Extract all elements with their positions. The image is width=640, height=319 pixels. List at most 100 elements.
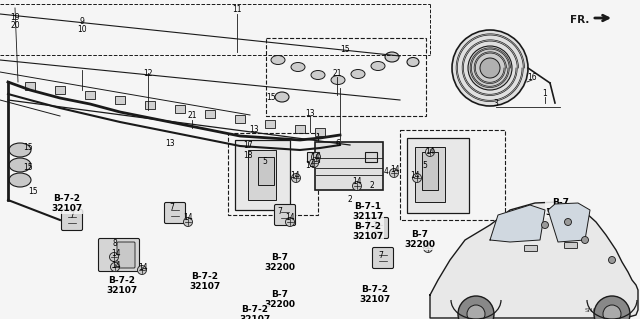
Text: 7: 7 (278, 207, 282, 217)
Text: 6: 6 (335, 138, 340, 147)
Text: 12: 12 (143, 69, 153, 78)
FancyBboxPatch shape (525, 246, 538, 251)
FancyBboxPatch shape (248, 150, 276, 200)
Ellipse shape (9, 143, 31, 157)
Text: 16: 16 (527, 72, 537, 81)
Text: B-7-2
32107: B-7-2 32107 (51, 194, 83, 213)
Ellipse shape (271, 56, 285, 64)
Text: 7: 7 (170, 204, 175, 212)
Circle shape (467, 305, 485, 319)
FancyBboxPatch shape (415, 147, 445, 202)
FancyBboxPatch shape (235, 140, 290, 210)
Circle shape (138, 265, 147, 275)
Text: B-7
32200: B-7 32200 (264, 290, 296, 309)
Text: 10: 10 (77, 26, 87, 34)
Bar (205, 110, 215, 118)
Text: B-7
32200: B-7 32200 (545, 198, 577, 218)
FancyBboxPatch shape (164, 203, 186, 224)
FancyBboxPatch shape (315, 142, 383, 190)
Text: 13: 13 (305, 108, 315, 117)
Text: B-7-2
32107: B-7-2 32107 (239, 305, 271, 319)
Text: 19: 19 (10, 13, 20, 23)
Ellipse shape (9, 158, 31, 172)
Text: 7: 7 (379, 250, 383, 259)
Circle shape (285, 218, 294, 226)
Bar (235, 115, 245, 123)
FancyBboxPatch shape (117, 242, 135, 268)
Circle shape (609, 256, 616, 263)
Text: B-7-1
32117: B-7-1 32117 (352, 202, 384, 221)
Bar (175, 106, 185, 114)
Ellipse shape (275, 92, 289, 102)
Ellipse shape (385, 52, 399, 62)
Text: 9: 9 (79, 18, 84, 26)
Text: 1: 1 (543, 88, 547, 98)
Text: 21: 21 (188, 112, 196, 121)
Text: 14: 14 (285, 213, 295, 222)
Text: FR.: FR. (570, 15, 589, 25)
Text: B-7-2
32107: B-7-2 32107 (189, 272, 221, 291)
Text: 8: 8 (113, 239, 117, 248)
Circle shape (426, 147, 435, 157)
Circle shape (310, 159, 319, 167)
Circle shape (458, 296, 494, 319)
Ellipse shape (407, 57, 419, 66)
Text: 7: 7 (372, 220, 378, 229)
Circle shape (594, 296, 630, 319)
Circle shape (109, 253, 118, 262)
Text: 15: 15 (28, 188, 38, 197)
Text: 2: 2 (348, 196, 353, 204)
Text: 14: 14 (111, 249, 121, 257)
Text: B-7
32200: B-7 32200 (404, 230, 435, 249)
Bar (265, 120, 275, 128)
Bar (55, 86, 65, 94)
Text: 14: 14 (425, 147, 435, 157)
Text: 15: 15 (266, 93, 276, 102)
Bar (145, 101, 155, 109)
Bar (25, 82, 35, 90)
Text: 14: 14 (420, 241, 430, 249)
Circle shape (564, 219, 572, 226)
Text: 14: 14 (111, 261, 121, 270)
Text: 14: 14 (183, 213, 193, 222)
FancyBboxPatch shape (365, 152, 377, 162)
Text: 15: 15 (23, 144, 33, 152)
FancyBboxPatch shape (99, 239, 140, 271)
Text: B-7
32200: B-7 32200 (264, 253, 296, 272)
Circle shape (603, 305, 621, 319)
FancyBboxPatch shape (258, 157, 274, 185)
Circle shape (480, 58, 500, 78)
Circle shape (582, 236, 589, 243)
Text: B-7-2
32107: B-7-2 32107 (353, 222, 383, 241)
Text: 4: 4 (383, 167, 388, 176)
Bar (115, 96, 125, 104)
Text: 3: 3 (493, 99, 499, 108)
Text: 7: 7 (70, 211, 74, 219)
Ellipse shape (311, 70, 325, 79)
Circle shape (390, 168, 399, 177)
Circle shape (541, 221, 548, 228)
Text: 14: 14 (410, 170, 420, 180)
Circle shape (424, 243, 433, 253)
Text: 13: 13 (249, 125, 259, 135)
Text: 14: 14 (390, 166, 400, 174)
FancyBboxPatch shape (407, 138, 469, 213)
Ellipse shape (291, 63, 305, 71)
Text: B-7-2
32107: B-7-2 32107 (106, 276, 138, 295)
Text: 14: 14 (310, 153, 320, 162)
Circle shape (184, 218, 193, 226)
Text: 14: 14 (305, 161, 315, 170)
Circle shape (468, 46, 512, 90)
FancyBboxPatch shape (61, 210, 83, 231)
FancyBboxPatch shape (372, 248, 394, 269)
Bar (85, 91, 95, 99)
Ellipse shape (351, 70, 365, 78)
Text: B-7-2
32107: B-7-2 32107 (360, 285, 390, 304)
Text: 14: 14 (290, 170, 300, 180)
Polygon shape (490, 205, 545, 242)
Text: 14: 14 (352, 177, 362, 187)
Polygon shape (548, 203, 590, 242)
Text: 11: 11 (232, 5, 242, 14)
Polygon shape (430, 202, 638, 318)
Text: 18: 18 (243, 152, 253, 160)
